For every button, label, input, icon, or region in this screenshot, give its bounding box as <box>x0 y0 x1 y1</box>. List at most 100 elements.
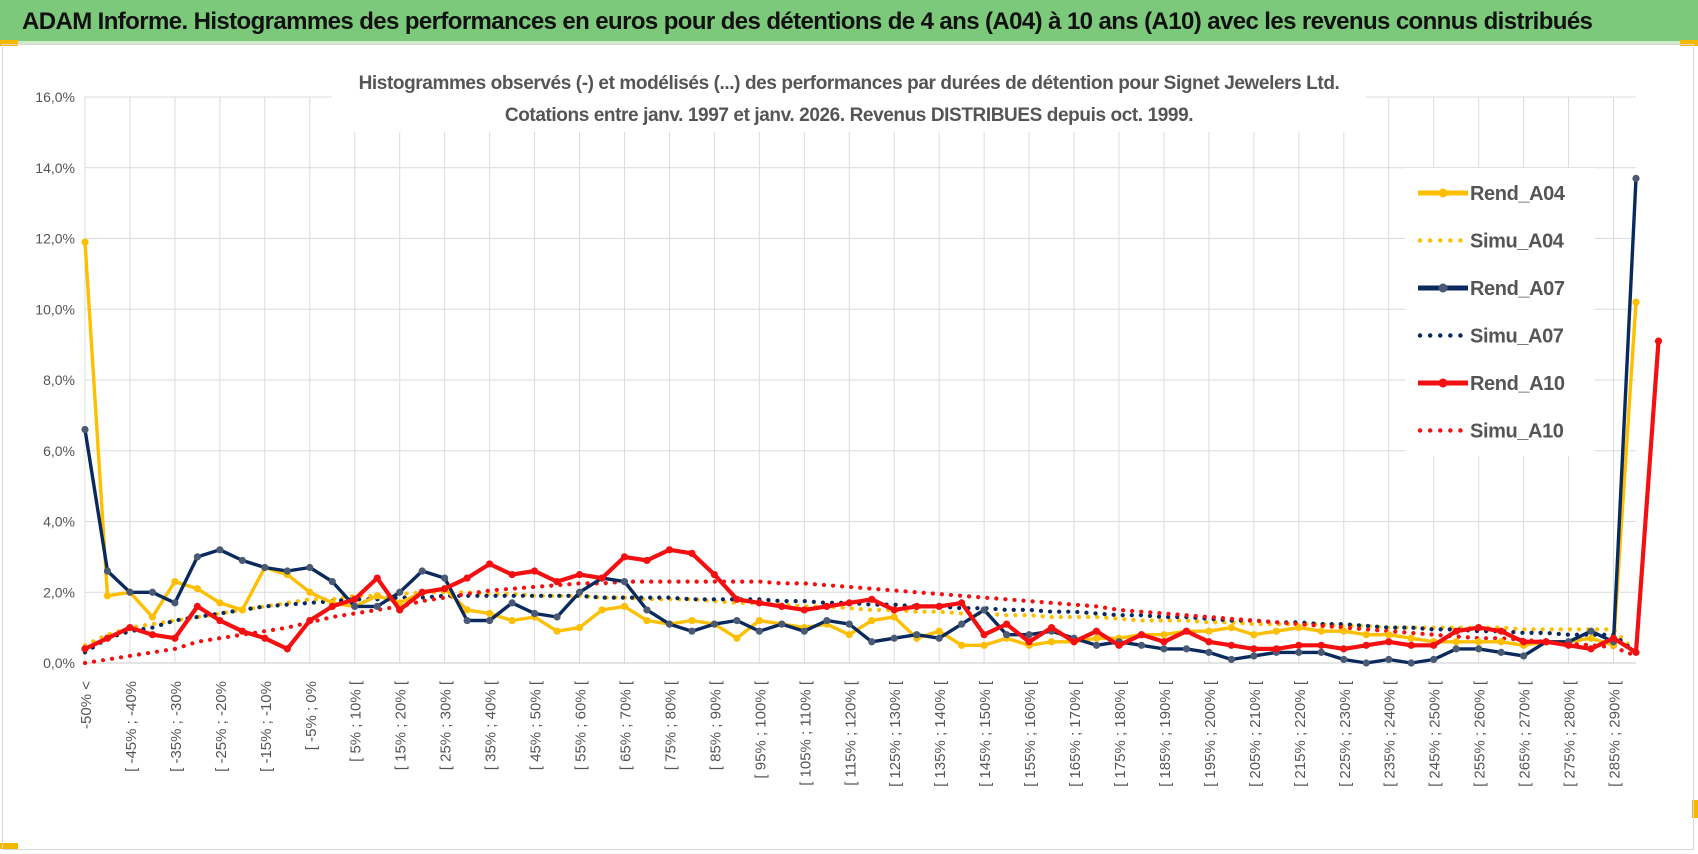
point-Rend_A07 <box>643 606 651 614</box>
point-Rend_A07 <box>688 627 696 635</box>
legend-label: Rend_A10 <box>1470 373 1565 395</box>
point-Rend_A04 <box>733 634 741 642</box>
point-Rend_A10 <box>1362 641 1370 649</box>
point-Rend_A10 <box>1317 641 1325 649</box>
y-tick-label: 0,0% <box>43 655 75 671</box>
x-tick-label: [ 65% ; 70% [ <box>617 680 634 770</box>
point-Rend_A04 <box>81 238 89 246</box>
point-Rend_A07 <box>1025 631 1033 639</box>
x-tick-label: [ 205% ; 210% [ <box>1247 680 1264 787</box>
point-Rend_A04 <box>1632 298 1640 306</box>
point-Rend_A04 <box>373 592 381 600</box>
chart-title-group: Histogrammes observés (-) et modélisés (… <box>332 62 1366 132</box>
point-Rend_A07 <box>81 425 89 434</box>
point-Rend_A07 <box>261 563 269 572</box>
point-Rend_A07 <box>1160 645 1168 653</box>
series-group <box>81 174 1663 667</box>
point-Rend_A07 <box>1182 645 1191 653</box>
x-tick-label: [ 165% ; 170% [ <box>1067 680 1084 787</box>
point-Rend_A04 <box>643 616 651 625</box>
point-Rend_A04 <box>148 613 157 621</box>
x-tick-label: [ 125% ; 130% [ <box>887 680 904 787</box>
point-Rend_A07 <box>193 553 201 561</box>
point-Rend_A10 <box>1025 638 1033 646</box>
x-tick-label: [ 245% ; 250% [ <box>1427 680 1444 787</box>
point-Rend_A10 <box>1227 641 1235 649</box>
legend-marker <box>1438 283 1448 293</box>
x-tick-label: [ 225% ; 230% [ <box>1337 680 1354 787</box>
point-Rend_A07 <box>418 567 426 575</box>
point-Rend_A10 <box>1295 641 1303 649</box>
legend-label: Rend_A04 <box>1470 183 1566 205</box>
point-Rend_A04 <box>193 585 201 593</box>
point-Rend_A04 <box>1160 631 1168 639</box>
point-Rend_A07 <box>755 627 763 635</box>
line-Simu_A10 <box>82 579 1639 666</box>
point-Rend_A07 <box>1317 648 1325 656</box>
point-Rend_A04 <box>1452 638 1460 646</box>
point-Rend_A10 <box>418 588 426 596</box>
point-Rend_A07 <box>530 609 539 618</box>
point-Rend_A10 <box>1542 638 1550 646</box>
corner-mark-bottom-right <box>1692 800 1698 818</box>
point-Rend_A07 <box>1497 648 1505 656</box>
point-Rend_A10 <box>441 585 449 593</box>
point-Rend_A07 <box>486 616 494 625</box>
point-Rend_A10 <box>1587 645 1595 653</box>
point-Rend_A04 <box>463 606 471 614</box>
point-Rend_A10 <box>193 602 201 611</box>
point-Rend_A10 <box>800 606 808 614</box>
point-Rend_A10 <box>1654 337 1663 345</box>
point-Rend_A07 <box>868 638 876 646</box>
point-Rend_A10 <box>1564 641 1573 649</box>
x-tick-label: [ 45% ; 50% [ <box>528 680 545 770</box>
point-Rend_A10 <box>81 645 89 653</box>
point-Rend_A04 <box>1205 627 1213 635</box>
point-Rend_A10 <box>890 606 898 614</box>
x-tick-label: [ 85% ; 90% [ <box>707 680 724 770</box>
point-Rend_A04 <box>1475 638 1483 646</box>
point-Rend_A10 <box>530 567 539 575</box>
point-Rend_A10 <box>620 553 629 561</box>
x-tick-label: [ 55% ; 60% [ <box>573 680 590 770</box>
y-tick-label: 4,0% <box>43 514 75 530</box>
point-Rend_A07 <box>103 567 112 575</box>
point-Rend_A10 <box>126 624 134 632</box>
point-Rend_A07 <box>1430 655 1438 664</box>
point-Rend_A07 <box>733 616 741 625</box>
chart-frame <box>2 44 1694 850</box>
y-tick-label: 16,0% <box>35 89 75 105</box>
point-Rend_A07 <box>1205 648 1213 656</box>
x-tick-label: [ 15% ; 20% [ <box>393 680 410 770</box>
series-Rend_A10 <box>81 337 1663 656</box>
point-Rend_A07 <box>148 588 157 596</box>
point-Rend_A10 <box>103 634 112 642</box>
point-Rend_A10 <box>913 602 921 611</box>
point-Rend_A07 <box>463 616 471 625</box>
y-tick-label: 14,0% <box>35 160 75 176</box>
y-tick-label: 2,0% <box>43 584 75 600</box>
point-Rend_A07 <box>935 634 943 642</box>
point-Rend_A04 <box>575 624 584 632</box>
x-tick-label: [ -45% ; -40% <box>123 681 140 772</box>
point-Rend_A04 <box>1385 631 1393 639</box>
x-tick-label: [ -35% ; -30% <box>168 681 185 772</box>
point-Rend_A10 <box>1452 627 1460 635</box>
y-tick-label: 8,0% <box>43 372 75 388</box>
corner-mark-bottom-left <box>0 843 18 849</box>
point-Rend_A04 <box>1497 638 1505 646</box>
point-Rend_A10 <box>958 599 966 607</box>
point-Rend_A07 <box>1407 659 1415 667</box>
y-tick-label: 10,0% <box>35 301 75 317</box>
point-Rend_A10 <box>148 631 157 639</box>
chart-title-line: Cotations entre janv. 1997 et janv. 2026… <box>505 105 1193 126</box>
point-Rend_A07 <box>1520 652 1528 660</box>
point-Rend_A10 <box>980 631 988 639</box>
point-Rend_A10 <box>261 634 269 642</box>
x-tick-label: [ 115% ; 120% [ <box>842 680 859 786</box>
x-tick-label: [ 215% ; 220% [ <box>1292 680 1309 787</box>
point-Rend_A10 <box>1115 641 1123 649</box>
point-Rend_A10 <box>553 578 561 586</box>
y-axis: 0,0% 2,0% 4,0% 6,0% 8,0% 10,0% 12,0% 14,0% 16,0% <box>35 89 75 671</box>
series-Simu_A10 <box>82 579 1639 666</box>
